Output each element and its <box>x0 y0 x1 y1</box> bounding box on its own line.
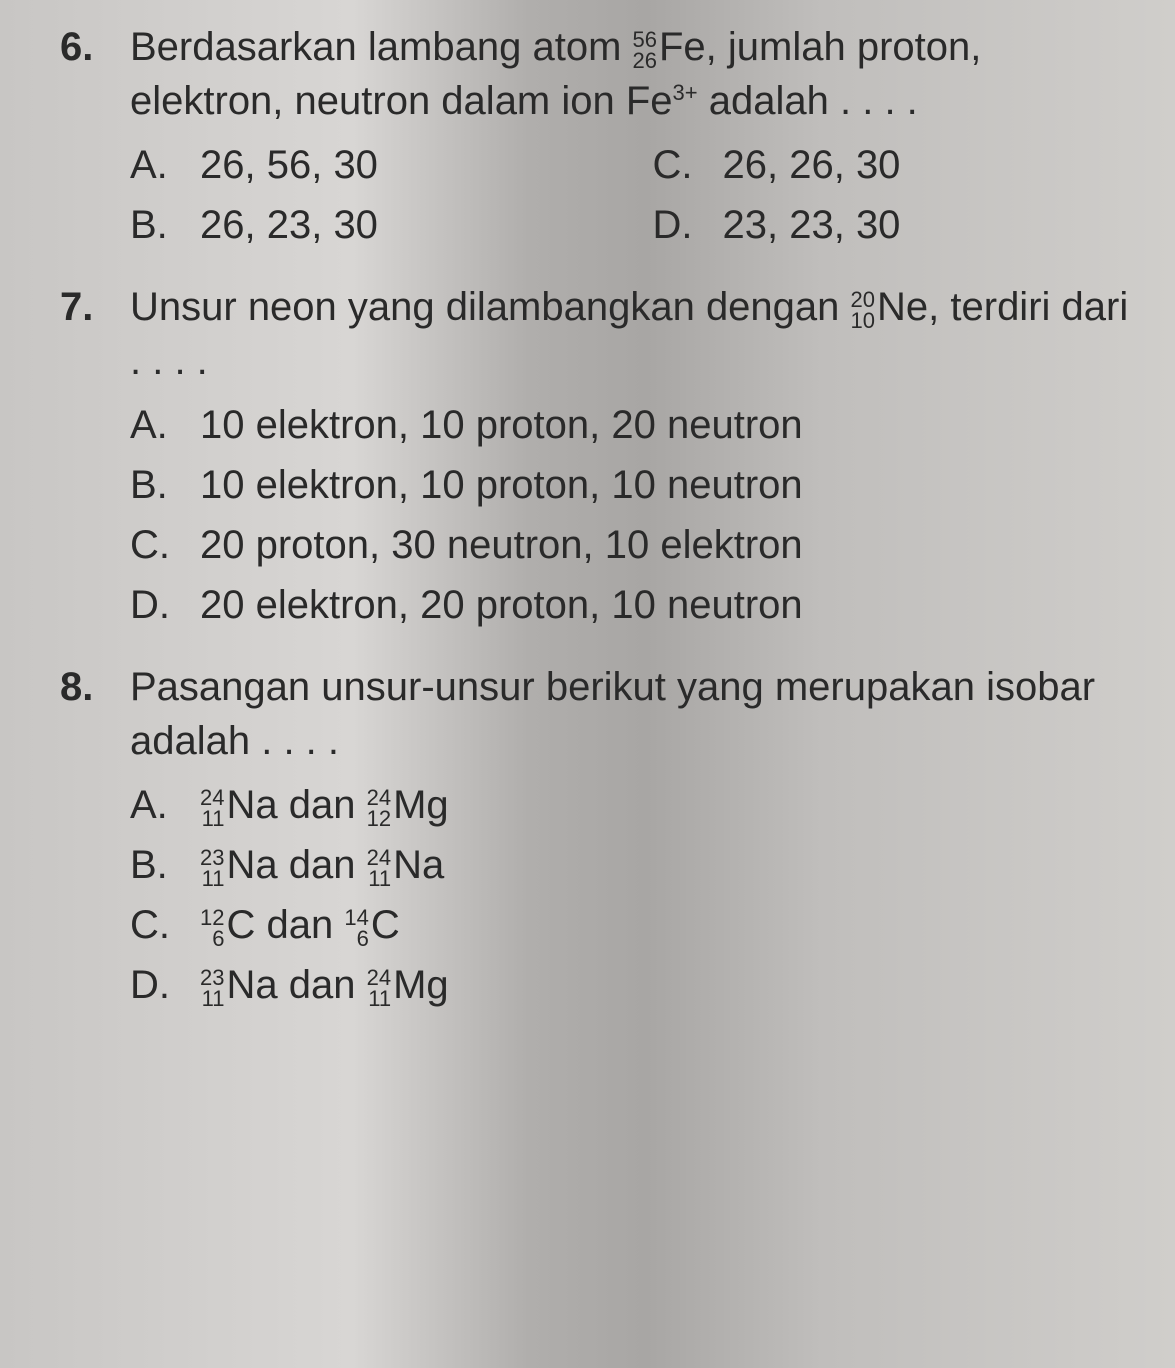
option-text: 26, 23, 30 <box>200 198 613 252</box>
question: 7.Unsur neon yang dilambangkan dengan 20… <box>60 280 1135 632</box>
option-text: 126C dan 146C <box>200 898 1135 952</box>
option-text: 2311Na dan 2411Na <box>200 838 1135 892</box>
option-text: 2311Na dan 2411Mg <box>200 958 1135 1012</box>
question: 6.Berdasarkan lambang atom 5626Fe, jumla… <box>60 20 1135 252</box>
option: C.126C dan 146C <box>130 898 1135 952</box>
option-text: 23, 23, 30 <box>723 198 1136 252</box>
option: D.20 elektron, 20 proton, 10 neutron <box>130 578 1135 632</box>
option: B.2311Na dan 2411Na <box>130 838 1135 892</box>
option-text: 2411Na dan 2412Mg <box>200 778 1135 832</box>
question: 8.Pasangan unsur-unsur berikut yang meru… <box>60 660 1135 1012</box>
option-text: 20 proton, 30 neutron, 10 elektron <box>200 518 1135 572</box>
option-letter: B. <box>130 458 200 512</box>
option: A.2411Na dan 2412Mg <box>130 778 1135 832</box>
option-letter: A. <box>130 138 200 192</box>
question-stem: Unsur neon yang dilambangkan dengan 2010… <box>130 280 1135 388</box>
question-stem: Berdasarkan lambang atom 5626Fe, jumlah … <box>130 20 1135 128</box>
option-letter: D. <box>130 958 200 1012</box>
option-text: 26, 56, 30 <box>200 138 613 192</box>
question-number: 8. <box>60 660 130 1012</box>
question-body: Unsur neon yang dilambangkan dengan 2010… <box>130 280 1135 632</box>
option-letter: C. <box>130 898 200 952</box>
option-text: 20 elektron, 20 proton, 10 neutron <box>200 578 1135 632</box>
options: A.26, 56, 30 C.26, 26, 30 B.26, 23, 30 D.23… <box>130 138 1135 252</box>
option-letter: C. <box>130 518 200 572</box>
question-number: 7. <box>60 280 130 632</box>
option: C.26, 26, 30 <box>653 138 1136 192</box>
option: A.26, 56, 30 <box>130 138 613 192</box>
option: C.20 proton, 30 neutron, 10 elektron <box>130 518 1135 572</box>
page: 6.Berdasarkan lambang atom 5626Fe, jumla… <box>0 0 1175 1060</box>
option: B.26, 23, 30 <box>130 198 613 252</box>
option-letter: B. <box>130 838 200 892</box>
option-text: 26, 26, 30 <box>723 138 1136 192</box>
option-text: 10 elektron, 10 proton, 20 neutron <box>200 398 1135 452</box>
option-letter: D. <box>130 578 200 632</box>
question-stem: Pasangan unsur-unsur berikut yang merupa… <box>130 660 1135 768</box>
option-letter: C. <box>653 138 723 192</box>
options: A.10 elektron, 10 proton, 20 neutronB.10… <box>130 398 1135 632</box>
options: A.2411Na dan 2412MgB.2311Na dan 2411NaC.… <box>130 778 1135 1012</box>
option-letter: A. <box>130 778 200 832</box>
question-body: Pasangan unsur-unsur berikut yang merupa… <box>130 660 1135 1012</box>
option: D.23, 23, 30 <box>653 198 1136 252</box>
option-text: 10 elektron, 10 proton, 10 neutron <box>200 458 1135 512</box>
option: A.10 elektron, 10 proton, 20 neutron <box>130 398 1135 452</box>
question-body: Berdasarkan lambang atom 5626Fe, jumlah … <box>130 20 1135 252</box>
option-letter: A. <box>130 398 200 452</box>
option-letter: B. <box>130 198 200 252</box>
option-letter: D. <box>653 198 723 252</box>
option: D.2311Na dan 2411Mg <box>130 958 1135 1012</box>
question-number: 6. <box>60 20 130 252</box>
option: B.10 elektron, 10 proton, 10 neutron <box>130 458 1135 512</box>
